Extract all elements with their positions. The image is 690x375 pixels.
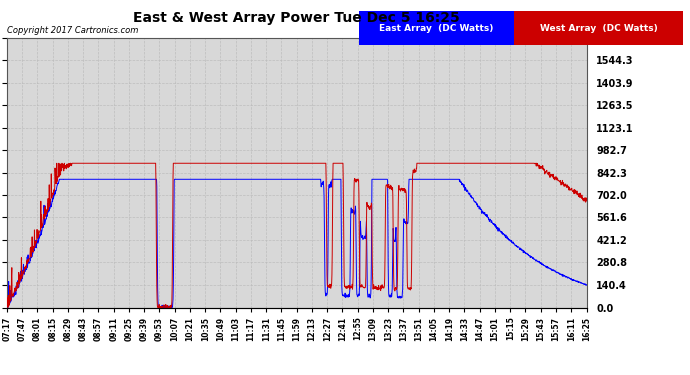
Text: Copyright 2017 Cartronics.com: Copyright 2017 Cartronics.com — [7, 26, 138, 35]
FancyBboxPatch shape — [359, 11, 515, 45]
FancyBboxPatch shape — [515, 11, 683, 45]
Text: West Array  (DC Watts): West Array (DC Watts) — [540, 24, 658, 33]
Text: East Array  (DC Watts): East Array (DC Watts) — [380, 24, 494, 33]
Text: East & West Array Power Tue Dec 5 16:25: East & West Array Power Tue Dec 5 16:25 — [133, 11, 460, 25]
